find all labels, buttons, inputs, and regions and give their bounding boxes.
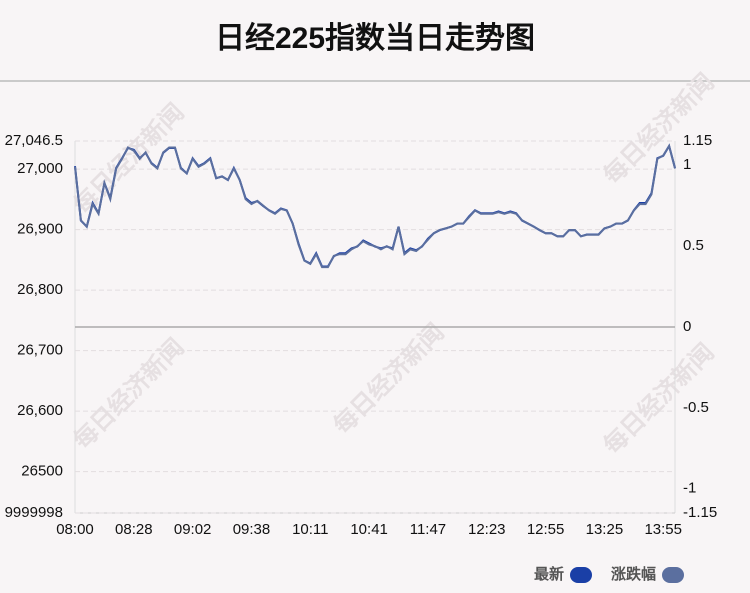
y-tick-label: 26,900: [17, 221, 63, 238]
legend-swatch: [662, 567, 684, 583]
y-tick-label: 26,600: [17, 402, 63, 419]
x-tick-label: 12:55: [527, 521, 565, 538]
x-tick-label: 10:11: [292, 521, 328, 538]
y-tick-label: 26,700: [17, 342, 63, 359]
x-tick-label: 13:55: [644, 521, 682, 538]
y-tick-label: 9999998: [5, 504, 63, 521]
y-tick-label: 26,800: [17, 281, 63, 298]
y-tick-label: 27,000: [17, 160, 63, 177]
x-tick-label: 13:25: [586, 521, 624, 538]
y-tick-label: 27,046.5: [5, 132, 63, 149]
y2-tick-label: 1.15: [683, 132, 712, 149]
chart-title: 日经225指数当日走势图: [215, 21, 535, 55]
y2-tick-label: 0.5: [683, 237, 704, 254]
y2-tick-label: 0: [683, 318, 691, 335]
y2-tick-label: -1: [683, 480, 696, 497]
x-tick-label: 08:28: [115, 521, 153, 538]
legend-label: 最新: [534, 565, 564, 583]
legend-label: 涨跌幅: [611, 565, 656, 583]
y2-tick-label: 1: [683, 156, 691, 173]
legend-swatch: [570, 567, 592, 583]
x-tick-label: 11:47: [410, 521, 446, 538]
series-line: [74, 143, 676, 269]
y2-tick-label: -0.5: [683, 399, 709, 416]
x-tick-label: 10:41: [350, 521, 388, 538]
y-tick-label: 26500: [21, 463, 63, 480]
x-tick-label: 09:02: [174, 521, 212, 538]
x-tick-label: 08:00: [56, 521, 94, 538]
y2-tick-label: -1.15: [683, 504, 717, 521]
x-tick-label: 09:38: [233, 521, 271, 538]
x-tick-label: 12:23: [468, 521, 506, 538]
